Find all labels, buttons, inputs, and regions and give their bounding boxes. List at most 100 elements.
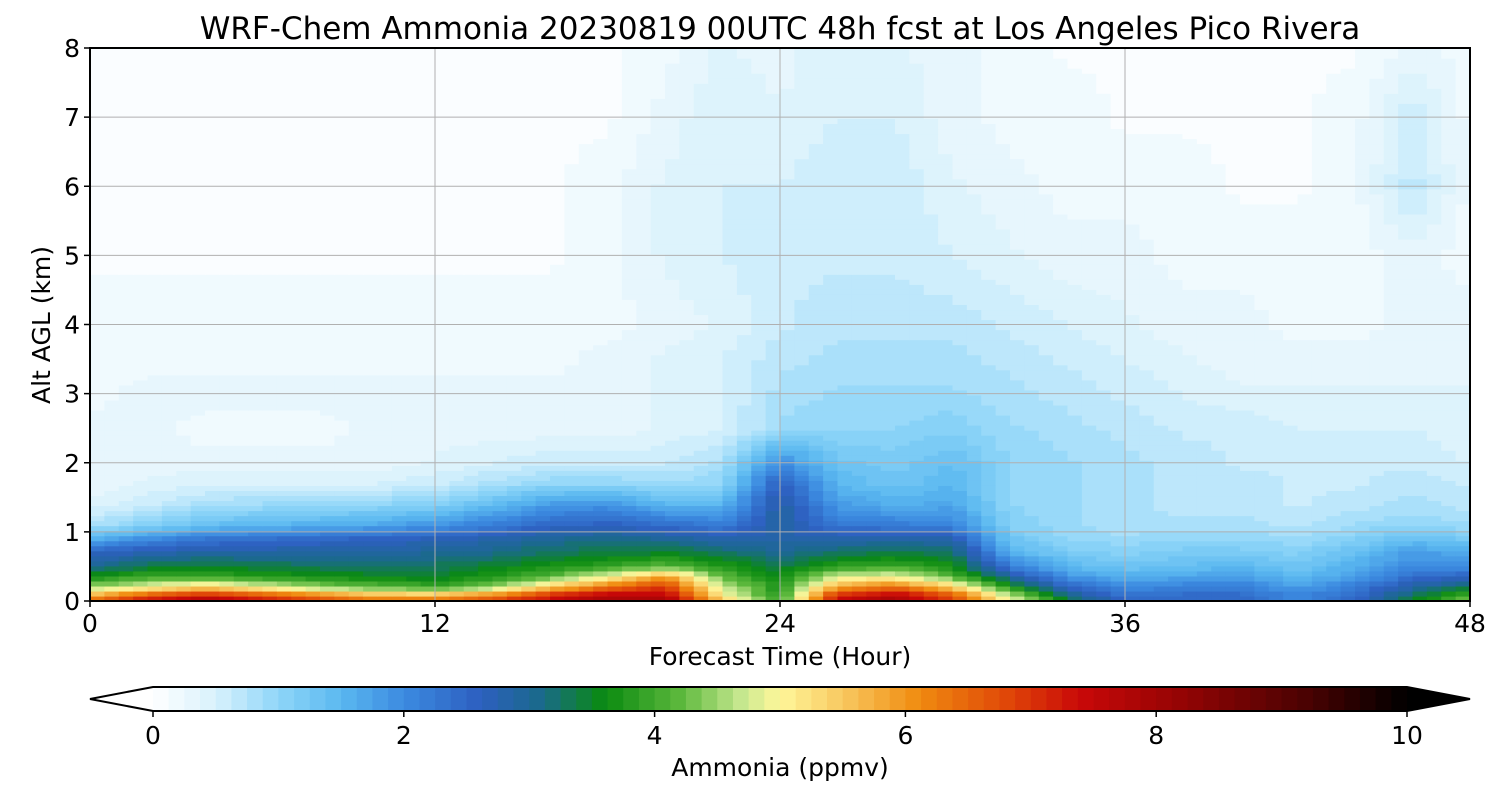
- heatmap-cell: [391, 409, 407, 416]
- heatmap-cell: [880, 580, 896, 587]
- heatmap-cell: [1067, 515, 1083, 522]
- heatmap-cell: [521, 435, 537, 441]
- heatmap-cell: [621, 530, 637, 537]
- heatmap-cell: [449, 505, 465, 512]
- heatmap-cell: [1225, 409, 1241, 416]
- heatmap-cell: [650, 379, 666, 386]
- heatmap-cell: [1412, 510, 1428, 517]
- heatmap-cell: [176, 399, 192, 406]
- heatmap-cell: [391, 565, 407, 572]
- heatmap-cell: [1067, 455, 1083, 461]
- heatmap-cell: [1211, 530, 1227, 537]
- heatmap-cell: [1426, 510, 1442, 517]
- heatmap-cell: [1110, 394, 1126, 401]
- heatmap-cell: [1110, 404, 1126, 411]
- heatmap-cell: [851, 545, 867, 552]
- heatmap-cell: [1024, 505, 1040, 512]
- heatmap-cell: [1225, 394, 1241, 401]
- heatmap-cell: [1225, 480, 1241, 486]
- heatmap-cell: [1096, 595, 1112, 601]
- heatmap-cell: [348, 560, 364, 567]
- heatmap-cell: [938, 550, 954, 557]
- heatmap-cell: [1297, 339, 1313, 346]
- heatmap-cell: [895, 485, 910, 491]
- heatmap-cell: [593, 364, 609, 371]
- heatmap-cell: [751, 540, 767, 547]
- heatmap-cell: [1225, 440, 1241, 446]
- heatmap-cell: [1125, 520, 1140, 527]
- heatmap-cell: [593, 450, 609, 456]
- heatmap-cell: [118, 510, 134, 517]
- heatmap-cell: [621, 430, 637, 436]
- heatmap-cell: [176, 575, 192, 582]
- heatmap-cell: [1153, 409, 1169, 416]
- heatmap-cell: [736, 344, 752, 351]
- heatmap-cell: [550, 435, 565, 441]
- heatmap-cell: [751, 404, 767, 411]
- heatmap-cell: [578, 505, 594, 512]
- heatmap-cell: [147, 520, 163, 527]
- heatmap-cell: [90, 389, 105, 396]
- heatmap-cell: [478, 414, 494, 421]
- heatmap-cell: [391, 349, 407, 356]
- heatmap-cell: [1383, 430, 1399, 436]
- heatmap-cell: [1139, 420, 1155, 426]
- heatmap-cell: [851, 575, 867, 582]
- heatmap-cell: [1268, 404, 1284, 411]
- heatmap-cell: [938, 485, 954, 491]
- heatmap-cell: [190, 420, 206, 426]
- heatmap-cell: [564, 364, 580, 371]
- heatmap-cell: [966, 399, 982, 406]
- heatmap-cell: [995, 435, 1011, 441]
- heatmap-cell: [1311, 465, 1327, 471]
- heatmap-cell: [636, 495, 652, 502]
- heatmap-cell: [636, 445, 652, 451]
- heatmap-cell: [1240, 379, 1255, 386]
- heatmap-cell: [1398, 485, 1414, 491]
- heatmap-cell: [205, 455, 220, 461]
- heatmap-cell: [1297, 399, 1313, 406]
- heatmap-cell: [751, 535, 767, 542]
- heatmap-cell: [650, 389, 666, 396]
- heatmap-cell: [1254, 565, 1270, 572]
- heatmap-cell: [1254, 515, 1270, 522]
- heatmap-cell: [866, 530, 882, 537]
- heatmap-cell: [305, 590, 321, 597]
- heatmap-cell: [909, 440, 925, 446]
- heatmap-cell: [1283, 585, 1299, 592]
- heatmap-cell: [463, 565, 479, 572]
- heatmap-cell: [406, 490, 422, 497]
- heatmap-cell: [593, 430, 609, 436]
- heatmap-cell: [665, 359, 680, 366]
- heatmap-cell: [1168, 344, 1184, 351]
- heatmap-cell: [176, 364, 192, 371]
- heatmap-cell: [521, 379, 537, 386]
- heatmap-cell: [420, 369, 436, 376]
- heatmap-cell: [578, 369, 594, 376]
- heatmap-cell: [1081, 384, 1097, 391]
- heatmap-cell: [1168, 530, 1184, 537]
- heatmap-cell: [1153, 585, 1169, 592]
- heatmap-cell: [1283, 500, 1299, 507]
- heatmap-cell: [1311, 535, 1327, 542]
- heatmap-cell: [1110, 495, 1126, 502]
- heatmap-cell: [751, 435, 767, 441]
- heatmap-cell: [1240, 565, 1255, 572]
- heatmap-cell: [1096, 575, 1112, 582]
- heatmap-cell: [722, 369, 738, 376]
- heatmap-cell: [607, 540, 623, 547]
- heatmap-cell: [1369, 379, 1385, 386]
- heatmap-cell: [1240, 500, 1255, 507]
- heatmap-cell: [851, 369, 867, 376]
- heatmap-cell: [535, 440, 551, 446]
- heatmap-cell: [880, 364, 896, 371]
- heatmap-cell: [262, 420, 278, 426]
- heatmap-cell: [1067, 344, 1083, 351]
- heatmap-cell: [794, 560, 810, 567]
- heatmap-cell: [895, 354, 910, 361]
- heatmap-cell: [923, 450, 939, 456]
- heatmap-cell: [1340, 425, 1356, 431]
- heatmap-cell: [233, 409, 249, 416]
- heatmap-cell: [506, 510, 522, 517]
- heatmap-cell: [1426, 369, 1442, 376]
